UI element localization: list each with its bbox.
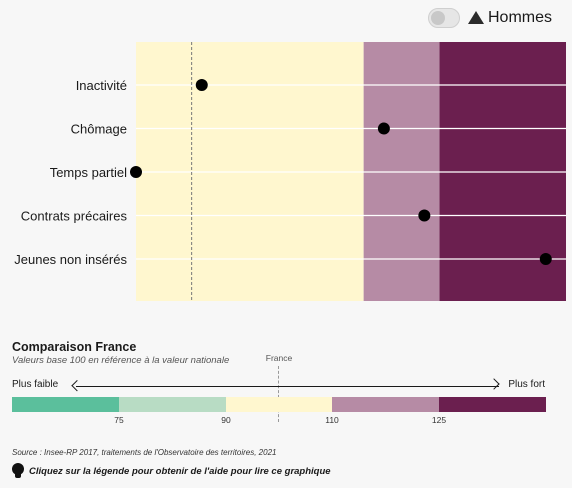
legend-subtitle: Valeurs base 100 en référence à la valeu… (12, 355, 230, 366)
legend-tick: 110 (325, 415, 339, 425)
legend-low-label: Plus faible (12, 379, 59, 390)
toggle-knob (431, 11, 445, 25)
toggle-label[interactable]: Hommes (468, 7, 552, 29)
data-point (539, 253, 552, 265)
legend-segment-5[interactable] (439, 397, 546, 412)
legend-color-scale[interactable] (12, 397, 546, 412)
row-label: Temps partiel (50, 165, 127, 180)
legend-segment-3[interactable] (225, 397, 333, 412)
legend-high-label: Plus fort (508, 379, 545, 390)
data-point (377, 122, 390, 135)
row-label: Contrats précaires (21, 209, 128, 224)
data-point (195, 79, 208, 91)
row-label: Inactivité (76, 78, 127, 93)
dot-chart: Inactivité Chômage Temps partiel Contrats p… (14, 42, 566, 301)
lightbulb-icon (12, 463, 24, 479)
legend-segment-2[interactable] (118, 397, 226, 412)
sex-toggle[interactable] (428, 8, 460, 28)
legend-segment-1[interactable] (12, 397, 119, 412)
arrow-right-icon (488, 378, 500, 390)
legend-title: Comparaison France (12, 340, 137, 354)
legend-segment-4[interactable] (332, 397, 440, 412)
legend-tick: 125 (431, 415, 447, 425)
arrow-left-icon (71, 380, 83, 392)
source-note: Source : Insee-RP 2017, traitements de l… (12, 448, 277, 457)
data-point (418, 209, 431, 222)
legend-tick: 75 (114, 415, 124, 425)
data-point (130, 166, 142, 178)
help-text: Cliquez sur la légende pour obtenir de l… (29, 465, 331, 477)
france-reference-line (278, 366, 279, 422)
legend-arrow-line (76, 386, 499, 387)
toggle-label-text: Hommes (488, 9, 553, 26)
france-reference-label: France (265, 353, 293, 363)
row-label: Jeunes non insérés (14, 252, 127, 267)
row-label: Chômage (71, 122, 127, 137)
legend-tick: 90 (221, 415, 231, 425)
help-link[interactable]: Cliquez sur la légende pour obtenir de l… (12, 463, 331, 479)
triangle-icon (468, 10, 484, 24)
